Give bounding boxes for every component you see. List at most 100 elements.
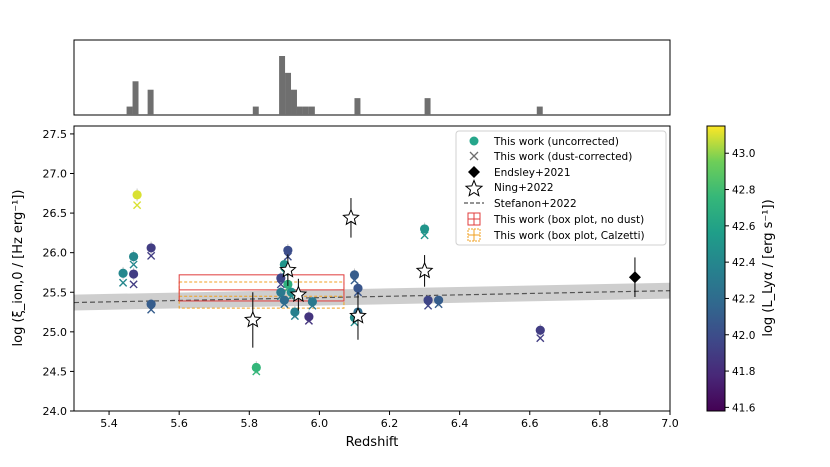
histogram-bar xyxy=(296,106,303,115)
colorbar-tick-label: 43.0 xyxy=(732,148,755,160)
legend-marker-box-no-dust xyxy=(467,212,481,226)
y-tick-label: 27.0 xyxy=(43,168,68,181)
this-work-dust-corrected-point xyxy=(118,278,128,287)
legend-marker-ning xyxy=(464,179,484,197)
histogram-bar xyxy=(291,89,297,115)
legend: This work (uncorrected) This work (dust-… xyxy=(455,130,667,246)
legend-label-uncorrected: This work (uncorrected) xyxy=(493,136,619,148)
this-work-uncorrected-point xyxy=(304,312,314,322)
main-plot: 5.4 5.6 5.8 6.0 6.2 6.4 6.6 6.8 7.0 24.0 24.5 25.0… xyxy=(11,125,679,450)
ning-point xyxy=(279,260,297,278)
histogram-bar xyxy=(285,72,292,115)
legend-box xyxy=(455,130,667,246)
this-work-uncorrected-point xyxy=(146,299,156,309)
this-work-uncorrected-point xyxy=(307,297,317,307)
this-work-dust-corrected-point xyxy=(536,334,545,343)
this-work-uncorrected-point xyxy=(146,243,156,253)
y-tick-label: 25.5 xyxy=(43,286,68,299)
x-tick-label: 5.4 xyxy=(100,417,118,430)
this-work-uncorrected-point xyxy=(434,295,444,305)
histogram-bar xyxy=(302,106,309,115)
x-tick-label: 5.8 xyxy=(241,417,259,430)
y-tick-label: 25.0 xyxy=(43,326,68,339)
ning-point xyxy=(243,310,262,328)
histogram-bar xyxy=(308,106,315,115)
this-work-uncorrected-point xyxy=(283,245,293,255)
y-tick-label: 26.0 xyxy=(43,247,68,260)
colorbar-tick-label: 42.4 xyxy=(732,257,756,269)
endsley-point xyxy=(628,271,641,284)
colorbar-ticks: 41.6 41.8 42.0 42.2 42.4 42.6 42.8 43.0 xyxy=(725,148,756,414)
this-work-uncorrected-point xyxy=(129,269,139,279)
histogram-bar xyxy=(536,106,543,115)
colorbar-tick-label: 41.8 xyxy=(732,366,755,378)
this-work-uncorrected-point xyxy=(118,268,128,278)
plot-frame xyxy=(73,125,671,412)
ning-point xyxy=(349,306,367,324)
this-work-dust-corrected-point xyxy=(147,251,156,260)
colorbar-gradient xyxy=(706,125,726,412)
histogram-bar xyxy=(279,56,286,115)
legend-marker-endsley xyxy=(468,166,480,178)
this-work-dust-corrected-point xyxy=(129,260,138,269)
x-tick-label: 6.6 xyxy=(521,417,539,430)
ning-point xyxy=(289,285,308,303)
histogram-bars xyxy=(126,56,543,115)
y-tick-label: 24.0 xyxy=(43,405,68,418)
plot-content xyxy=(73,188,671,376)
colorbar-tick-label: 42.2 xyxy=(732,293,755,305)
histogram-bar xyxy=(132,81,139,115)
ning-point xyxy=(342,208,360,226)
this-work-uncorrected-point xyxy=(349,270,360,280)
x-tick-label: 6.2 xyxy=(381,417,399,430)
this-work-uncorrected-point xyxy=(132,190,142,200)
legend-label-stefanon: Stefanon+2022 xyxy=(494,198,577,210)
x-tick-label: 6.4 xyxy=(451,417,469,430)
y-tick-label: 27.5 xyxy=(43,128,68,141)
box-plot-no-dust xyxy=(178,274,345,302)
this-work-dust-corrected-point xyxy=(129,280,138,289)
this-work-uncorrected-point xyxy=(279,295,289,305)
this-work-dust-corrected-point xyxy=(133,201,142,210)
y-tick-label: 26.5 xyxy=(43,207,68,220)
histogram-bar xyxy=(354,98,361,115)
legend-marker-dust-corrected xyxy=(469,151,479,161)
y-axis-ticks: 24.0 24.5 25.0 25.5 26.0 26.5 27.0 27.5 xyxy=(43,128,74,418)
this-work-uncorrected-point xyxy=(353,283,363,293)
x-tick-label: 6.8 xyxy=(591,417,609,430)
colorbar-tick-label: 42.6 xyxy=(732,221,756,233)
colorbar-tick-label: 42.8 xyxy=(732,185,755,197)
histogram-bar xyxy=(252,106,259,115)
colorbar-tick-label: 41.6 xyxy=(732,402,756,414)
legend-label-ning: Ning+2022 xyxy=(494,182,554,194)
legend-label-endsley: Endsley+2021 xyxy=(494,167,571,179)
box-plot-no-dust-iqr xyxy=(178,274,345,302)
histogram-panel xyxy=(73,39,671,116)
histogram-bar xyxy=(424,98,431,115)
this-work-uncorrected-point xyxy=(419,224,430,234)
stefanon-line xyxy=(73,290,671,304)
histogram-frame xyxy=(73,39,671,116)
colorbar-label: log (L_Lyα / [erg s⁻¹]) xyxy=(761,199,776,336)
x-tick-label: 5.6 xyxy=(170,417,188,430)
legend-marker-box-calzetti xyxy=(467,228,481,242)
legend-label-dust-corrected: This work (dust-corrected) xyxy=(493,151,632,163)
this-work-dust-corrected-point xyxy=(276,280,285,289)
x-tick-label: 6.0 xyxy=(311,417,329,430)
this-work-uncorrected-point xyxy=(276,287,286,297)
colorbar-tick-label: 42.0 xyxy=(732,330,755,342)
colorbar: 41.6 41.8 42.0 42.2 42.4 42.6 42.8 43.0 log (L_… xyxy=(706,125,776,414)
legend-marker-uncorrected xyxy=(469,136,479,146)
x-axis-label: Redshift xyxy=(346,435,399,450)
y-axis-label: log (ξ_ion,0 / [Hz erg⁻¹]) xyxy=(11,189,26,346)
this-work-uncorrected-point xyxy=(251,362,261,373)
this-work-uncorrected-point xyxy=(290,307,300,317)
this-work-uncorrected-point xyxy=(423,295,433,305)
this-work-dust-corrected-point xyxy=(420,231,429,240)
legend-label-box-calzetti: This work (box plot, Calzetti) xyxy=(493,230,645,242)
ning-point xyxy=(415,261,434,279)
legend-label-box-no-dust: This work (box plot, no dust) xyxy=(493,214,644,226)
y-tick-label: 24.5 xyxy=(43,365,68,378)
x-tick-label: 7.0 xyxy=(661,417,679,430)
